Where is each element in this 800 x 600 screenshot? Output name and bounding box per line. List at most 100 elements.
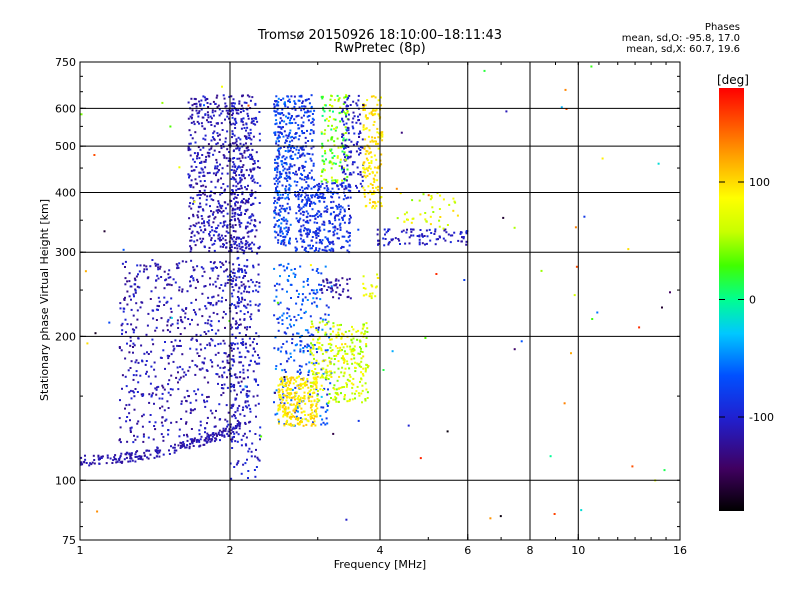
- data-point: [134, 456, 137, 458]
- data-point: [157, 449, 160, 452]
- data-point: [273, 182, 276, 185]
- data-point: [320, 423, 323, 426]
- data-point: [219, 236, 222, 239]
- data-point: [189, 245, 192, 248]
- data-point: [340, 392, 342, 395]
- data-point: [198, 445, 201, 448]
- data-point: [137, 381, 140, 384]
- data-point: [126, 290, 129, 293]
- data-point: [307, 98, 310, 101]
- data-point: [128, 295, 131, 298]
- data-point: [251, 341, 254, 344]
- data-point: [214, 165, 217, 168]
- data-point: [247, 470, 250, 472]
- data-point: [284, 409, 286, 412]
- data-point: [205, 332, 208, 335]
- data-point: [340, 247, 343, 250]
- data-point: [290, 399, 293, 402]
- data-point: [282, 410, 285, 413]
- data-point: [365, 168, 368, 171]
- data-point: [303, 105, 306, 108]
- data-point: [309, 219, 312, 222]
- data-point: [185, 422, 187, 425]
- data-point: [326, 409, 329, 412]
- data-point: [277, 104, 280, 107]
- data-point: [230, 477, 233, 480]
- data-point: [241, 298, 244, 301]
- data-point: [234, 397, 237, 400]
- data-point: [228, 250, 230, 253]
- data-point: [343, 372, 346, 375]
- data-point: [366, 144, 369, 147]
- data-point: [357, 352, 360, 355]
- data-point: [223, 342, 226, 345]
- data-point: [251, 180, 254, 182]
- data-point: [355, 142, 358, 145]
- data-point: [192, 279, 195, 282]
- data-point: [241, 338, 244, 341]
- data-point: [274, 114, 277, 117]
- data-point: [298, 364, 301, 367]
- data-point: [219, 205, 222, 208]
- data-point: [124, 283, 127, 286]
- data-point: [123, 298, 126, 301]
- data-point: [257, 247, 260, 249]
- data-point: [161, 405, 164, 408]
- data-point: [429, 239, 432, 242]
- data-point: [220, 284, 223, 286]
- data-point: [103, 230, 106, 233]
- data-point: [285, 163, 288, 166]
- data-point: [289, 422, 292, 425]
- data-point: [128, 351, 131, 354]
- data-point: [288, 175, 290, 178]
- data-point: [131, 459, 134, 462]
- data-point: [230, 440, 233, 443]
- data-point: [243, 101, 246, 104]
- data-point: [241, 174, 243, 177]
- data-point: [204, 427, 207, 430]
- data-point: [311, 117, 314, 120]
- data-point: [279, 394, 282, 396]
- data-point: [238, 404, 241, 407]
- data-point: [313, 357, 315, 360]
- data-point: [368, 172, 371, 175]
- data-point: [152, 309, 155, 312]
- data-point: [207, 114, 210, 117]
- data-point: [184, 446, 187, 449]
- data-point: [287, 357, 290, 360]
- data-point: [135, 451, 138, 454]
- data-point: [307, 244, 310, 247]
- data-point: [160, 433, 163, 436]
- data-point: [242, 377, 245, 380]
- data-point: [251, 117, 253, 120]
- data-point: [278, 209, 281, 211]
- data-point: [194, 225, 197, 228]
- data-point: [294, 121, 297, 124]
- data-point: [344, 158, 347, 161]
- data-point: [235, 431, 238, 434]
- data-point: [137, 361, 140, 364]
- data-point: [327, 139, 330, 142]
- data-point: [233, 163, 236, 166]
- data-point: [238, 421, 240, 424]
- data-point: [372, 123, 375, 126]
- data-point: [318, 182, 321, 185]
- data-point: [233, 373, 236, 376]
- data-point: [244, 247, 247, 250]
- data-point: [189, 142, 192, 145]
- data-point: [285, 222, 288, 225]
- data-point: [287, 100, 290, 103]
- data-point: [329, 362, 332, 365]
- data-point: [232, 413, 235, 416]
- data-point: [326, 377, 328, 380]
- data-point: [191, 438, 194, 441]
- data-point: [254, 235, 257, 238]
- data-point: [302, 121, 305, 124]
- data-point: [202, 361, 205, 364]
- data-point: [362, 167, 365, 170]
- data-point: [220, 177, 222, 180]
- data-point: [230, 342, 233, 345]
- data-point: [231, 286, 234, 288]
- data-point: [364, 205, 367, 208]
- data-point: [258, 245, 261, 248]
